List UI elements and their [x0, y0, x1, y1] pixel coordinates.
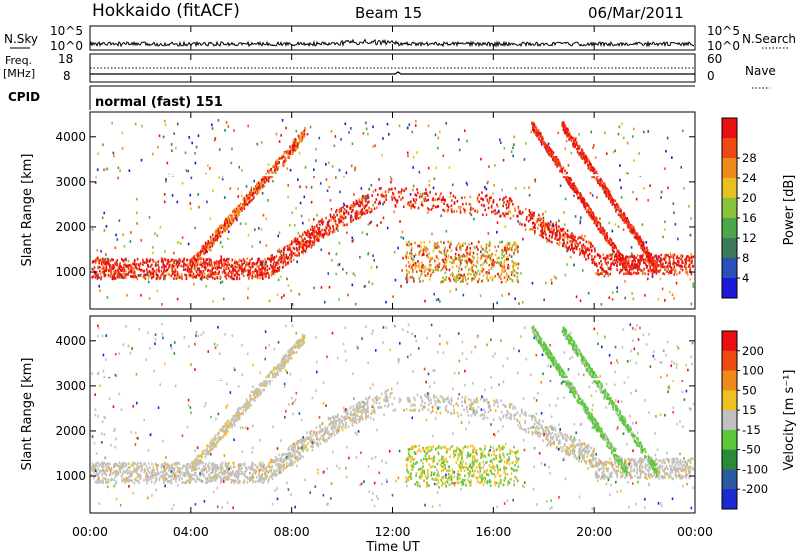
x-tick-label: 08:00 [274, 524, 310, 539]
colorbar-tick-label: 24 [742, 171, 757, 185]
beam-title: Beam 15 [355, 4, 422, 22]
y-tick-label: 1000 [55, 265, 86, 279]
power-scatter [91, 118, 695, 306]
nsky-tick-bottom: 10^0 [50, 39, 83, 53]
colorbar-segment [722, 449, 737, 470]
nave-tick-bottom: 0 [707, 69, 715, 83]
y-tick-label: 4000 [55, 334, 86, 348]
power-ylabel: Slant Range [km] [20, 154, 35, 267]
freq-trace [90, 71, 695, 75]
colorbar-segment [722, 370, 737, 391]
colorbar-frame [721, 330, 738, 510]
nsearch-tick-top: 10^5 [707, 24, 740, 38]
power-panel: 1000 2000 3000 4000 Slant Range [km] 4 8 12 16… [20, 111, 797, 310]
velocity-scatter [91, 322, 695, 511]
velocity-panel: 1000 2000 3000 4000 Slant Range [km] 200 100… [20, 315, 797, 514]
velocity-y-ticks: 1000 2000 3000 4000 [55, 334, 695, 483]
y-tick-label: 1000 [55, 469, 86, 483]
x-tick-label: 00:00 [72, 524, 108, 539]
freq-panel: Freq. [MHz] 18 8 60 0 Nave [3, 52, 776, 89]
colorbar-tick-label: 20 [742, 191, 757, 205]
colorbar-segment [722, 429, 737, 451]
colorbar-tick-label: -50 [742, 443, 761, 457]
cpid-panel: CPID normal (fast) 151 [8, 85, 695, 110]
colorbar-segment [722, 158, 737, 179]
colorbar-tick-label: 16 [742, 211, 757, 225]
nsky-tick-top: 10^5 [50, 24, 83, 38]
velocity-colorbar: 200 100 50 15 -15 -50 -100 -200 [721, 330, 768, 510]
colorbar-segment [722, 469, 737, 490]
power-colorbar-label: Power [dB] [782, 175, 797, 246]
date-title: 06/Mar/2011 [588, 4, 684, 22]
nave-label: Nave [745, 64, 776, 78]
range-gap [91, 174, 694, 177]
x-axis-ticks: 00:00 04:00 08:00 12:00 16:00 20:00 00:00 [72, 26, 713, 539]
velocity-frame [89, 315, 696, 514]
range-gap [91, 378, 694, 381]
colorbar-segment [722, 489, 737, 510]
nave-tick-top: 60 [707, 52, 722, 66]
colorbar-tick-label: 15 [742, 403, 757, 417]
colorbar-segment [722, 198, 737, 219]
cpid-value: normal (fast) 151 [95, 95, 223, 110]
x-tick-label: 04:00 [173, 524, 209, 539]
freq-tick-bottom: 8 [63, 69, 71, 83]
velocity-colorbar-label: Velocity [m s⁻¹] [782, 370, 797, 471]
cpid-label: CPID [8, 90, 40, 104]
colorbar-tick-label: -200 [742, 482, 768, 496]
x-tick-label: 12:00 [374, 524, 410, 539]
power-frame [89, 111, 696, 310]
nsearch-label: N.Search [742, 32, 796, 46]
colorbar-tick-label: 4 [742, 271, 749, 285]
colorbar-tick-label: 8 [742, 251, 749, 265]
colorbar-tick-label: 12 [742, 231, 757, 245]
freq-unit: [MHz] [3, 67, 35, 80]
colorbar-frame [721, 117, 738, 299]
colorbar-tick-label: -100 [742, 462, 768, 476]
colorbar-tick-label: 50 [742, 383, 757, 397]
colorbar-tick-label: 200 [742, 344, 764, 358]
colorbar-segment [722, 258, 737, 279]
freq-label: Freq. [5, 54, 32, 67]
colorbar-segment [722, 278, 737, 299]
colorbar-segment [722, 331, 737, 352]
x-tick-label: 16:00 [475, 524, 511, 539]
colorbar-segment [722, 350, 737, 372]
x-tick-label: 00:00 [677, 524, 713, 539]
colorbar-tick-label: -15 [742, 423, 761, 437]
x-axis-label: Time UT [365, 540, 419, 554]
x-tick-label: 20:00 [576, 524, 612, 539]
colorbar-segment [722, 218, 737, 239]
velocity-ylabel: Slant Range [km] [20, 358, 35, 471]
colorbar-tick-label: 100 [742, 364, 764, 378]
y-tick-label: 2000 [55, 424, 86, 438]
y-tick-label: 2000 [55, 220, 86, 234]
nsky-label: N.Sky [4, 32, 38, 46]
colorbar-segment [722, 238, 737, 259]
power-y-ticks: 1000 2000 3000 4000 [55, 130, 695, 279]
colorbar-tick-label: 28 [742, 151, 757, 165]
nsky-panel: N.Sky 10^5 10^0 10^5 10^0 N.Search [4, 24, 796, 53]
power-colorbar: 4 8 12 16 20 24 28 [721, 117, 757, 299]
colorbar-segment [722, 410, 737, 431]
colorbar-segment [722, 118, 737, 139]
y-tick-label: 3000 [55, 175, 86, 189]
y-tick-label: 4000 [55, 130, 86, 144]
freq-tick-top: 18 [58, 52, 73, 66]
station-title: Hokkaido (fitACF) [92, 1, 240, 21]
nsearch-tick-bottom: 10^0 [707, 39, 740, 53]
colorbar-segment [722, 138, 737, 159]
colorbar-segment [722, 390, 737, 411]
y-tick-label: 3000 [55, 379, 86, 393]
colorbar-segment [722, 178, 737, 199]
